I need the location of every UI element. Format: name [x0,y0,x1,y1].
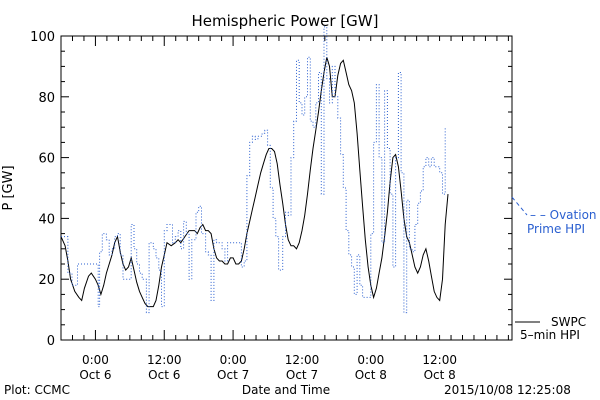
y-axis-label: P [GW] [1,165,16,210]
y-tick-label: 20 [38,273,55,288]
y-tick-label: 0 [47,334,55,349]
x-tick-date-label: Oct 7 [217,368,249,382]
y-tick-label: 60 [38,152,55,167]
x-axis-label: Date and Time [242,383,330,397]
x-tick-date-label: Oct 6 [79,368,111,382]
y-tick-label: 80 [38,91,55,106]
x-tick-time-label: 0:00 [357,353,384,367]
x-tick-date-label: Oct 6 [148,368,180,382]
x-tick-date-label: Oct 8 [355,368,387,382]
series-ovation-prime-line [61,26,446,314]
legend-swpc-line1: SWPC [551,315,586,329]
chart-title: Hemispheric Power [GW] [192,12,379,30]
x-tick-time-label: 12:00 [422,353,457,367]
legend-swpc-line2: 5–min HPI [520,328,580,342]
timestamp: 2015/10/08 12:25:08 [444,383,571,397]
x-tick-time-label: 12:00 [285,353,320,367]
x-tick-date-label: Oct 7 [286,368,318,382]
legend-ovation-line2: Prime HPI [527,222,585,236]
plot-credit: Plot: CCMC [4,383,70,397]
y-tick-label: 40 [38,212,55,227]
plot-axes [60,35,513,341]
series-swpc-line [60,57,449,308]
y-tick-labels: 0 20 40 60 80 100 [30,30,55,349]
x-tick-time-label: 0:00 [220,353,247,367]
axis-ticks [60,35,512,341]
legend: – – Ovation Prime HPI SWPC 5–min HPI [511,196,597,342]
x-tick-date-label: Oct 8 [424,368,456,382]
series-layer [60,26,449,314]
legend-ovation-line1: – – Ovation [530,208,597,222]
x-tick-time-label: 0:00 [82,353,109,367]
legend-ovation-leader [511,196,528,216]
x-tick-time-label: 12:00 [147,353,182,367]
plot-frame [60,35,513,341]
y-tick-label: 100 [30,30,55,45]
